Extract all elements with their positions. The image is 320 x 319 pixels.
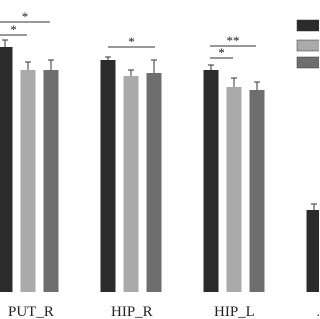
x-tick-label: HIP_R: [111, 304, 153, 319]
annotation: *: [10, 22, 17, 37]
error-bar: [254, 81, 260, 90]
error-bar: [2, 39, 8, 47]
annotation: **: [227, 33, 240, 48]
bar: [226, 87, 242, 292]
x-tick-label: A: [317, 304, 319, 319]
bar: [146, 73, 162, 292]
bar: [123, 76, 139, 292]
x-tick-label: HIP_L: [214, 304, 255, 319]
error-bar: [25, 61, 31, 70]
error-bar: [48, 59, 54, 70]
bar: [100, 60, 116, 292]
annotation: *: [128, 34, 135, 49]
error-bar: [208, 64, 214, 70]
error-bar: [311, 203, 317, 210]
error-bar: [151, 59, 157, 73]
error-bar: [105, 56, 111, 60]
x-tick-label: PUT_R: [8, 304, 54, 319]
bar: [306, 210, 319, 292]
bar: [20, 70, 36, 292]
annotation: *: [22, 9, 29, 24]
bar: [249, 90, 265, 292]
bar: [43, 70, 59, 292]
error-bar: [128, 69, 134, 76]
error-bar: [231, 77, 237, 87]
legend: [296, 19, 319, 69]
legend-swatch: [296, 19, 319, 32]
annotation: *: [218, 45, 225, 60]
legend-swatch: [296, 39, 319, 52]
legend-swatch: [296, 56, 319, 69]
bar: [203, 70, 219, 292]
bar: [0, 47, 13, 292]
